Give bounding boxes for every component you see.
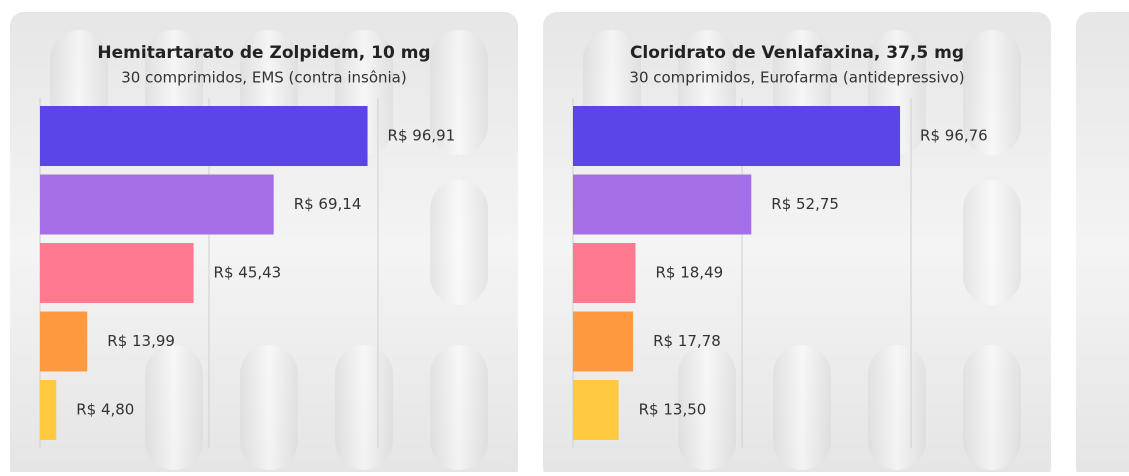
pill-decoration <box>335 345 393 470</box>
value-label: R$ 45,43 <box>214 264 282 282</box>
chart-subtitle: 30 comprimidos, EMS (contra insônia) <box>121 69 406 87</box>
bar <box>40 106 368 166</box>
bar <box>573 175 751 235</box>
value-label: R$ 96,76 <box>920 127 988 145</box>
pill-decoration <box>240 345 298 470</box>
card-partial <box>1076 12 1129 472</box>
bar <box>573 312 633 372</box>
bar <box>573 380 619 440</box>
pill-decoration <box>145 345 203 470</box>
value-label: R$ 17,78 <box>653 332 721 350</box>
pill-decoration <box>963 180 1021 305</box>
chart-card: Hemitartarato de Zolpidem, 10 mg 30 compr… <box>10 12 518 472</box>
value-label: R$ 18,49 <box>655 264 723 282</box>
bar <box>40 312 87 372</box>
value-label: R$ 13,50 <box>639 401 707 419</box>
page: Hemitartarato de Zolpidem, 10 mg 30 compr… <box>0 0 1129 472</box>
pill-decoration <box>430 180 488 305</box>
pill-decoration <box>963 345 1021 470</box>
pill-decoration <box>773 345 831 470</box>
chart-title: Cloridrato de Venlafaxina, 37,5 mg <box>630 43 964 63</box>
value-label: R$ 96,91 <box>388 127 456 145</box>
chart-card: Cloridrato de Venlafaxina, 37,5 mg 30 com… <box>543 12 1051 472</box>
value-label: R$ 52,75 <box>771 195 839 213</box>
bar <box>40 380 56 440</box>
bar <box>40 175 274 235</box>
bar <box>40 243 194 303</box>
value-label: R$ 13,99 <box>107 332 175 350</box>
bar <box>573 106 900 166</box>
chart-subtitle: 30 comprimidos, Eurofarma (antidepressiv… <box>629 69 964 87</box>
value-label: R$ 4,80 <box>76 401 134 419</box>
pill-decoration <box>868 345 926 470</box>
pill-decoration <box>430 345 488 470</box>
bar <box>573 243 635 303</box>
value-label: R$ 69,14 <box>294 195 362 213</box>
chart-title: Hemitartarato de Zolpidem, 10 mg <box>97 43 430 63</box>
